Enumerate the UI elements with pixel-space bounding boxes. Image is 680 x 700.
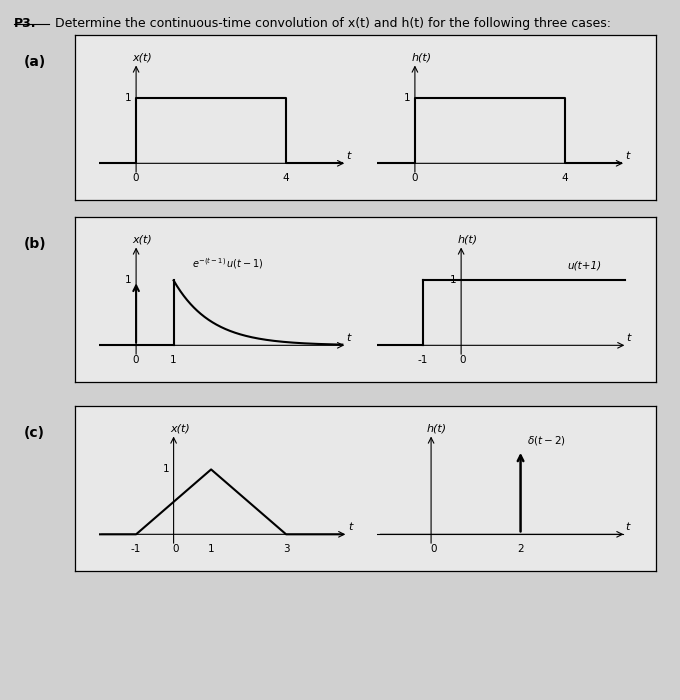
Text: 0: 0 <box>133 355 139 365</box>
Text: h(t): h(t) <box>411 52 431 63</box>
Text: h(t): h(t) <box>426 424 447 434</box>
Text: 4: 4 <box>283 173 290 183</box>
Text: t: t <box>625 150 629 161</box>
Text: P3.: P3. <box>14 17 36 30</box>
Text: x(t): x(t) <box>133 52 152 63</box>
Text: -1: -1 <box>131 544 141 554</box>
Text: 4: 4 <box>562 173 568 183</box>
Text: (b): (b) <box>24 237 46 251</box>
Text: t: t <box>348 522 352 532</box>
Text: t: t <box>346 332 350 343</box>
Text: 0: 0 <box>430 544 437 554</box>
Text: 1: 1 <box>170 355 177 365</box>
Text: x(t): x(t) <box>170 424 190 434</box>
Text: 1: 1 <box>450 275 456 286</box>
Text: $\delta(t-2)$: $\delta(t-2)$ <box>527 434 566 447</box>
Text: 0: 0 <box>460 355 466 365</box>
Text: 1: 1 <box>163 464 169 475</box>
Text: t: t <box>346 150 350 161</box>
Text: t: t <box>627 332 631 343</box>
Text: Determine the continuous-time convolution of x(t) and h(t) for the following thr: Determine the continuous-time convolutio… <box>51 17 611 30</box>
Text: (a): (a) <box>24 55 46 69</box>
Text: t: t <box>626 522 630 532</box>
Text: x(t): x(t) <box>133 234 152 245</box>
Text: 1: 1 <box>404 93 411 104</box>
Text: 2: 2 <box>517 544 524 554</box>
Text: 3: 3 <box>283 544 290 554</box>
Text: 0: 0 <box>411 173 418 183</box>
Text: 1: 1 <box>125 93 132 104</box>
Text: 0: 0 <box>133 173 139 183</box>
Text: u(t+1): u(t+1) <box>568 260 602 271</box>
Text: 1: 1 <box>125 275 132 286</box>
Text: -1: -1 <box>418 355 428 365</box>
Text: $e^{-(t-1)}\,u(t-1)$: $e^{-(t-1)}\,u(t-1)$ <box>192 256 264 271</box>
Text: h(t): h(t) <box>458 234 477 245</box>
Text: (c): (c) <box>24 426 45 440</box>
Text: 1: 1 <box>208 544 214 554</box>
Text: 0: 0 <box>172 544 179 554</box>
